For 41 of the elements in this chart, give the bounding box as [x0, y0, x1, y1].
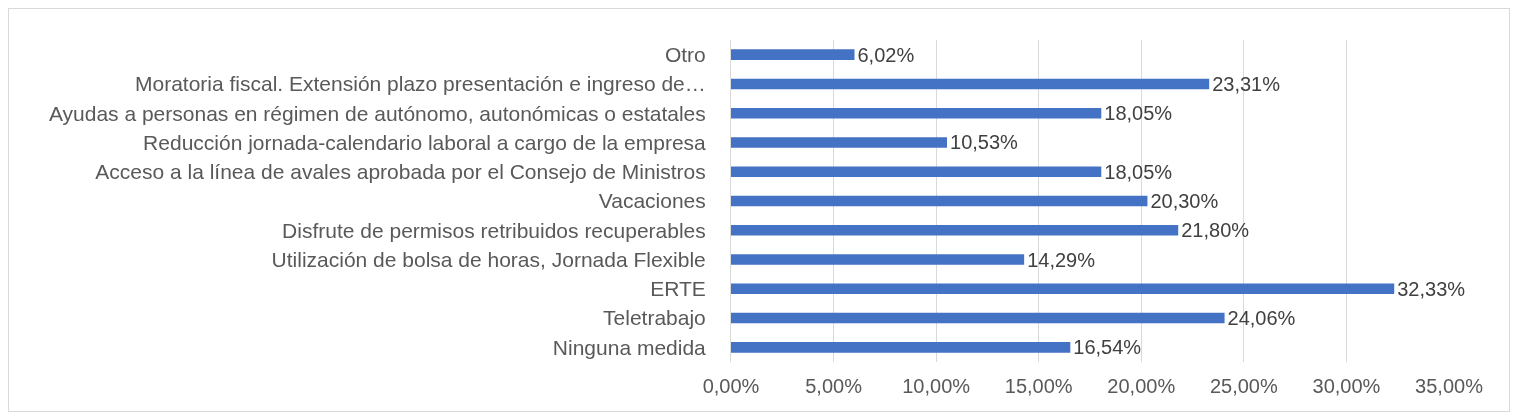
data-label: 16,54% — [1073, 336, 1142, 359]
bar — [731, 342, 1071, 353]
data-label: 23,31% — [1212, 72, 1281, 95]
data-label: 21,80% — [1181, 219, 1250, 242]
bar — [731, 137, 948, 148]
bar — [731, 107, 1102, 119]
data-label: 14,29% — [1027, 248, 1096, 271]
bar — [731, 49, 855, 60]
x-tick-label: 10,00% — [902, 375, 971, 397]
y-tick-label: Otro — [664, 42, 706, 66]
y-tick-label: Teletrabajo — [603, 306, 706, 330]
x-tick-label: 15,00% — [1004, 375, 1073, 397]
y-tick-label: Acceso a la línea de avales aprobada por el Consejo de Ministros — [95, 160, 706, 184]
data-label: 18,05% — [1104, 102, 1173, 125]
data-label: 20,30% — [1150, 190, 1219, 212]
x-tick-label: 30,00% — [1312, 375, 1381, 397]
x-tick-label: 5,00% — [805, 375, 863, 397]
data-label: 10,53% — [950, 131, 1019, 154]
x-tick-label: 35,00% — [1415, 375, 1484, 397]
bar — [731, 225, 1179, 236]
data-label: 18,05% — [1104, 160, 1173, 183]
bar — [731, 254, 1025, 265]
x-tick-label: 0,00% — [702, 375, 760, 397]
y-tick-label: Ninguna medida — [552, 335, 707, 359]
y-tick-label: ERTE — [650, 277, 706, 301]
x-tick-label: 25,00% — [1209, 375, 1278, 397]
data-label: 6,02% — [857, 43, 915, 66]
y-tick-label: Ayudas a personas en régimen de autónomo, autonómicas o estatales — [48, 101, 706, 125]
y-tick-label: Reducción jornada-calendario laboral a cargo de la empresa — [143, 130, 707, 154]
bar — [731, 312, 1225, 324]
x-tick-label: 20,00% — [1107, 375, 1176, 397]
y-tick-label: Utilización de bolsa de horas, Jornada Flexible — [271, 247, 706, 271]
data-label: 24,06% — [1227, 307, 1296, 330]
y-tick-label: Disfrute de permisos retribuidos recuperables — [282, 218, 706, 242]
y-tick-label: Moratoria fiscal. Extensión plazo presentación e ingreso de… — [134, 72, 706, 96]
data-label: 32,33% — [1397, 277, 1466, 300]
bar — [731, 166, 1102, 177]
bar — [731, 195, 1148, 207]
bar — [731, 78, 1210, 90]
y-tick-label: Vacaciones — [598, 189, 706, 213]
bar — [731, 283, 1395, 295]
